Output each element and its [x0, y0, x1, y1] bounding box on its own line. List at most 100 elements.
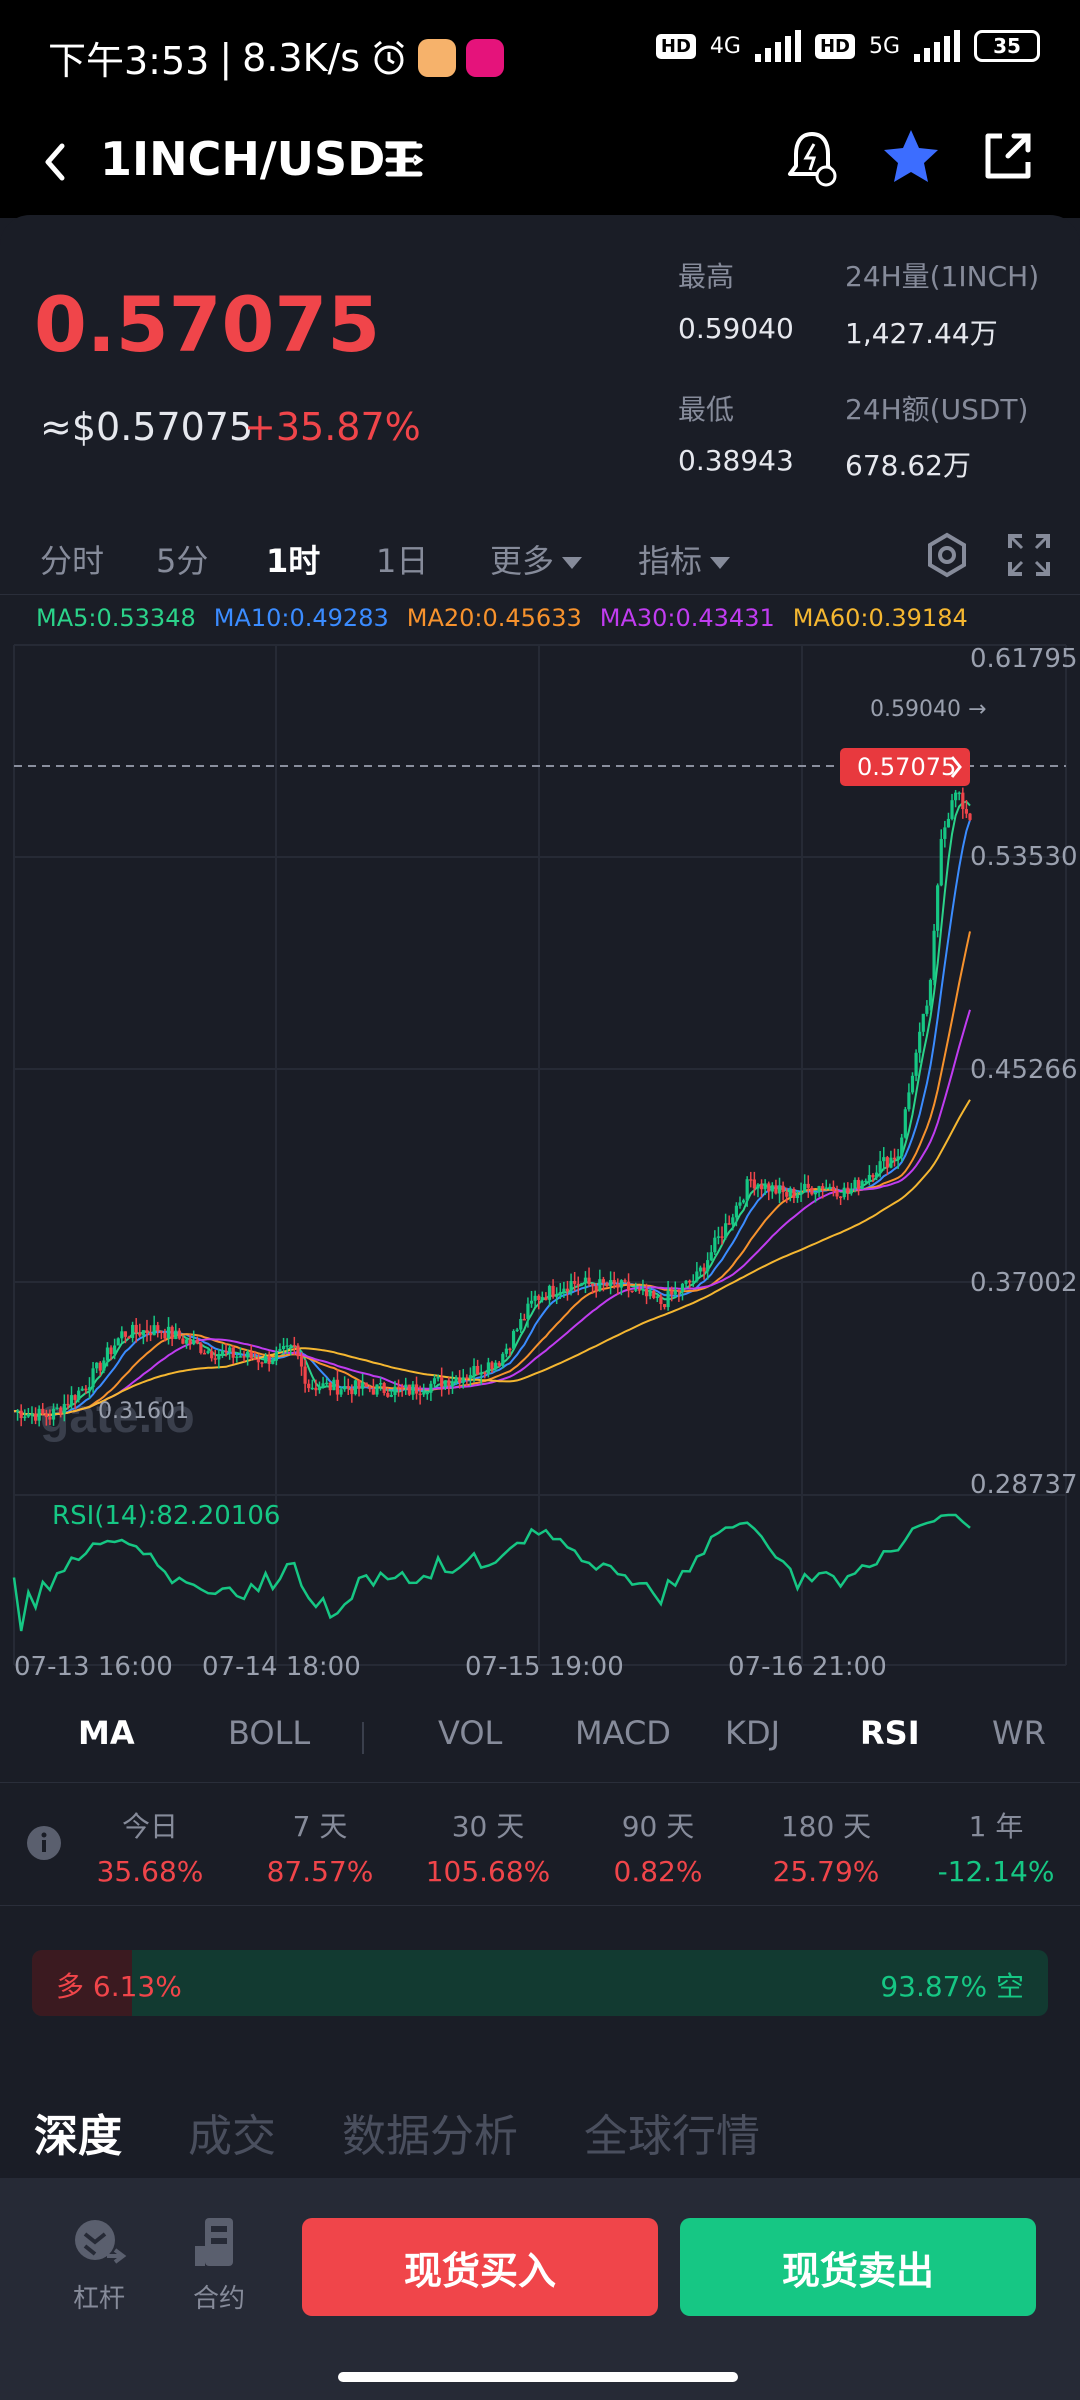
candle-body: [691, 1280, 695, 1283]
candle-body: [939, 838, 943, 886]
tab-1hour[interactable]: 1时: [266, 542, 321, 580]
ma-legend: MA5:0.53348 MA10:0.49283 MA20:0.45633 MA…: [36, 604, 968, 632]
contract-button[interactable]: 合约: [184, 2216, 254, 2315]
ind-tab-vol[interactable]: VOL: [438, 1714, 503, 1752]
candle-body: [918, 1031, 922, 1053]
candle-body: [490, 1362, 494, 1370]
home-indicator[interactable]: [338, 2372, 738, 2382]
ind-tab-rsi[interactable]: RSI: [860, 1714, 920, 1752]
candle-body: [325, 1382, 329, 1385]
app-notification-icon: [418, 38, 457, 77]
candle-body: [145, 1330, 149, 1333]
candle-body: [734, 1205, 738, 1218]
tab-global-market[interactable]: 全球行情: [584, 2111, 760, 2162]
candle-body: [587, 1277, 591, 1284]
price-alert-icon[interactable]: [782, 126, 842, 192]
candle-body: [921, 1013, 925, 1032]
candles: [15, 787, 972, 1427]
network-type-1: 4G: [709, 33, 741, 59]
tab-data-analysis[interactable]: 数据分析: [342, 2111, 518, 2162]
candle-body: [15, 1410, 20, 1413]
candlestick-chart[interactable]: gate.io 0.57075 0.59040 → 0.31601 0.6179…: [0, 630, 1080, 1705]
candle-body: [289, 1345, 293, 1347]
hd-badge-1: HD: [655, 33, 696, 59]
ind-tab-wr[interactable]: WR: [992, 1714, 1046, 1752]
tab-1day[interactable]: 1日: [376, 542, 429, 580]
candle-body: [73, 1395, 77, 1400]
spot-buy-button[interactable]: 现货买入: [302, 2218, 658, 2316]
candle-body: [123, 1331, 128, 1337]
candle-body: [77, 1390, 81, 1400]
candle-body: [821, 1186, 825, 1189]
candle-body: [152, 1325, 156, 1336]
candle-body: [263, 1355, 268, 1364]
ind-tab-kdj[interactable]: KDJ: [725, 1714, 781, 1752]
candle-body: [156, 1325, 160, 1332]
candle-body: [120, 1331, 124, 1339]
chart-grid: [13, 644, 1067, 1666]
candle-body: [565, 1288, 570, 1292]
candle-body: [202, 1352, 207, 1355]
rsi-label: RSI(14):82.20106: [52, 1501, 280, 1531]
leverage-button[interactable]: 杠杆: [64, 2216, 134, 2315]
candle-body: [799, 1192, 803, 1195]
candle-body: [878, 1161, 882, 1173]
candle-body: [803, 1183, 807, 1193]
candle-body: [184, 1339, 189, 1344]
candle-body: [95, 1362, 99, 1369]
network-speed: 8.3K/s: [242, 35, 361, 80]
candle-body: [914, 1052, 918, 1076]
perf-label: 7 天: [292, 1810, 348, 1843]
candle-body: [594, 1285, 598, 1291]
ind-tab-boll[interactable]: BOLL: [228, 1714, 311, 1752]
perf-30d: 30 天 105.68%: [408, 1805, 568, 1888]
candle-body: [777, 1185, 782, 1194]
candle-body: [486, 1362, 491, 1374]
alarm-icon: [374, 40, 405, 74]
candle-body: [422, 1392, 426, 1395]
info-icon[interactable]: [26, 1825, 62, 1861]
pair-menu-icon[interactable]: [384, 136, 424, 184]
watermark: gate.io: [40, 1390, 195, 1443]
back-arrow-icon[interactable]: [32, 134, 82, 190]
share-icon[interactable]: [980, 128, 1036, 184]
candle-body: [105, 1347, 110, 1361]
tab-trades[interactable]: 成交: [188, 2111, 276, 2162]
candle-body: [224, 1350, 228, 1353]
candle-body: [770, 1185, 774, 1192]
tab-5min[interactable]: 5分: [156, 542, 209, 580]
candle-body: [501, 1353, 505, 1366]
tab-more[interactable]: 更多: [490, 536, 583, 582]
fullscreen-icon[interactable]: [1006, 532, 1052, 578]
spot-sell-button[interactable]: 现货卖出: [680, 2218, 1036, 2316]
chevron-right-icon: [950, 756, 962, 778]
chart-settings-icon[interactable]: [924, 532, 970, 578]
candle-body: [163, 1332, 167, 1339]
candle-body: [192, 1340, 196, 1345]
candle-body: [414, 1384, 419, 1394]
perf-7d: 7 天 87.57%: [240, 1805, 400, 1888]
time-tabs: 分时 5分 1时 1日 更多 指标: [0, 528, 1080, 592]
current-price-tag[interactable]: [840, 748, 970, 786]
candle-body: [432, 1378, 437, 1384]
indicator-tabs: MA BOLL VOL MACD KDJ RSI WR: [0, 1708, 1080, 1768]
candle-body: [256, 1359, 260, 1363]
ind-tab-ma[interactable]: MA: [78, 1714, 135, 1752]
candle-body: [235, 1356, 239, 1359]
tab-indicators-label: 指标: [638, 542, 703, 580]
candle-body: [476, 1365, 480, 1375]
candle-body: [616, 1283, 620, 1288]
candle-body: [91, 1368, 95, 1388]
candle-body: [274, 1351, 278, 1361]
tab-indicators[interactable]: 指标: [638, 536, 731, 582]
candle-body: [695, 1271, 699, 1281]
pair-title[interactable]: 1INCH/USDT: [100, 132, 417, 186]
amount-label: 24H额(USDT): [845, 393, 1029, 426]
tab-timeline[interactable]: 分时: [40, 542, 105, 580]
candle-body: [774, 1185, 778, 1194]
favorite-star-icon[interactable]: [880, 126, 942, 188]
tab-depth[interactable]: 深度: [34, 2111, 122, 2162]
y-tick-label: 0.28737: [970, 1470, 1078, 1500]
candle-body: [626, 1281, 631, 1291]
ind-tab-macd[interactable]: MACD: [575, 1714, 671, 1752]
